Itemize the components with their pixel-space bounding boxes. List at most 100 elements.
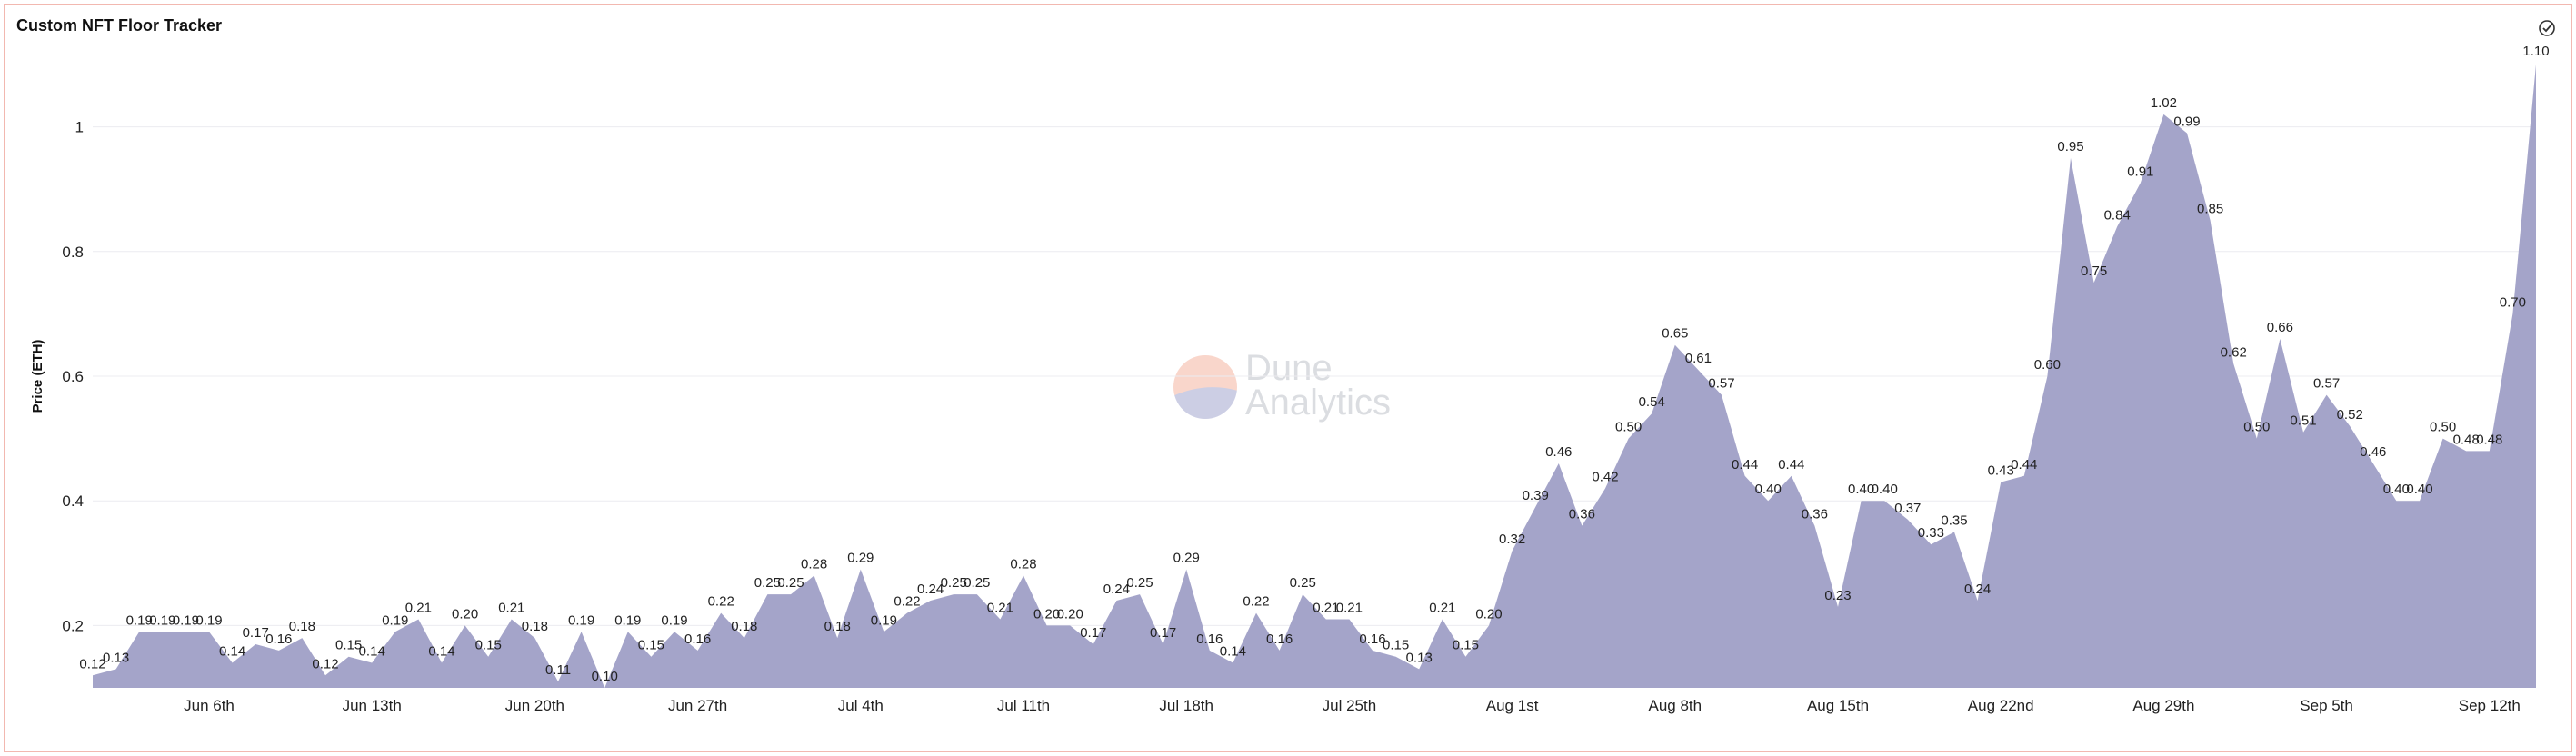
x-tick-label: Jul 11th [997, 697, 1050, 714]
data-label: 0.19 [614, 612, 641, 628]
data-label: 0.35 [1941, 513, 1967, 529]
data-label: 0.21 [405, 601, 432, 616]
data-label: 0.16 [684, 632, 711, 647]
data-label: 0.39 [1523, 488, 1549, 503]
data-label: 0.24 [1964, 582, 1991, 597]
data-label: 0.18 [824, 619, 851, 634]
x-tick-label: Jun 20th [505, 697, 564, 714]
data-label: 0.51 [2290, 413, 2316, 429]
data-label: 0.13 [103, 650, 129, 665]
data-label: 1.02 [2151, 95, 2177, 111]
data-label: 0.23 [1824, 588, 1851, 603]
data-label: 0.43 [1988, 463, 2014, 479]
data-label: 0.91 [2127, 164, 2153, 179]
data-label: 0.17 [1150, 625, 1176, 641]
data-label: 0.15 [1383, 638, 1409, 653]
data-label: 0.54 [1639, 394, 1665, 410]
data-label: 0.28 [1010, 557, 1036, 572]
data-label: 0.42 [1592, 469, 1618, 484]
y-tick-label: 0.6 [62, 368, 84, 385]
data-label: 0.44 [1778, 457, 1804, 472]
check-circle-icon[interactable] [2536, 16, 2558, 38]
data-label: 0.19 [871, 612, 897, 628]
data-label: 0.25 [1126, 575, 1153, 591]
y-tick-label: 0.2 [62, 617, 84, 634]
watermark-line2: Analytics [1245, 383, 1392, 423]
data-label: 0.40 [2406, 482, 2432, 497]
data-label: 0.19 [382, 612, 408, 628]
data-label: 0.62 [2221, 344, 2247, 360]
data-label: 0.50 [2243, 420, 2270, 435]
x-tick-label: Sep 5th [2300, 697, 2353, 714]
data-label: 0.16 [1266, 632, 1293, 647]
data-label: 0.65 [1662, 326, 1688, 342]
data-label: 0.75 [2081, 264, 2107, 279]
data-label: 0.33 [1918, 525, 1944, 541]
data-label: 0.20 [1057, 606, 1083, 622]
data-label: 0.15 [638, 638, 664, 653]
data-label: 0.25 [941, 575, 967, 591]
x-tick-label: Aug 8th [1648, 697, 1702, 714]
y-tick-label: 0.4 [62, 492, 84, 510]
x-tick-label: Aug 29th [2132, 697, 2194, 714]
x-tick-label: Jul 4th [838, 697, 884, 714]
y-tick-label: 0.8 [62, 244, 84, 261]
y-axis-label: Price (ETH) [30, 340, 45, 413]
data-label: 0.12 [79, 656, 105, 671]
watermark-line1: Dune [1245, 348, 1333, 388]
data-label: 0.24 [1103, 582, 1130, 597]
data-label: 0.95 [2057, 139, 2083, 154]
dune-logo-icon [1173, 355, 1237, 419]
data-label: 0.36 [1569, 507, 1595, 522]
data-label: 0.37 [1894, 501, 1921, 516]
x-tick-label: Aug 1st [1486, 697, 1539, 714]
data-label: 0.24 [917, 582, 944, 597]
data-label: 0.19 [126, 612, 153, 628]
data-label: 0.19 [149, 612, 175, 628]
data-label: 0.18 [731, 619, 757, 634]
data-label: 0.19 [568, 612, 594, 628]
data-label: 0.16 [265, 632, 292, 647]
x-tick-label: Aug 22nd [1968, 697, 2034, 714]
data-label: 0.22 [708, 594, 734, 610]
data-label: 0.25 [754, 575, 781, 591]
data-label: 0.21 [1429, 601, 1455, 616]
data-label: 0.20 [452, 606, 478, 622]
x-tick-label: Jun 27th [668, 697, 727, 714]
data-label: 0.70 [2500, 294, 2526, 310]
data-label: 0.99 [2173, 114, 2200, 129]
data-label: 0.25 [777, 575, 804, 591]
data-label: 0.32 [1499, 532, 1525, 547]
watermark-text: Dune Analytics [1245, 348, 1392, 423]
area-series [93, 65, 2536, 688]
data-label: 0.16 [1359, 632, 1385, 647]
data-label: 0.12 [312, 656, 338, 671]
x-tick-label: Jun 6th [184, 697, 235, 714]
chart-title: Custom NFT Floor Tracker [16, 16, 223, 35]
data-label: 0.18 [522, 619, 548, 634]
data-label: 0.15 [1453, 638, 1479, 653]
data-label: 0.14 [219, 644, 245, 660]
data-label: 0.36 [1802, 507, 1828, 522]
data-label: 0.15 [335, 638, 362, 653]
data-label: 0.50 [1615, 420, 1642, 435]
data-label: 0.17 [1080, 625, 1106, 641]
data-label: 0.21 [498, 601, 524, 616]
data-label: 1.10 [2522, 44, 2549, 59]
data-label: 0.40 [2383, 482, 2410, 497]
x-tick-label: Sep 12th [2459, 697, 2521, 714]
data-label: 0.19 [661, 612, 687, 628]
data-label: 0.46 [2360, 444, 2386, 460]
data-label: 0.40 [1848, 482, 1874, 497]
data-label: 0.52 [2337, 407, 2363, 423]
data-label: 0.21 [987, 601, 1013, 616]
x-tick-label: Aug 15th [1807, 697, 1869, 714]
data-label: 0.21 [1336, 601, 1363, 616]
data-label: 0.19 [173, 612, 199, 628]
data-label: 0.17 [243, 625, 269, 641]
data-label: 0.29 [1173, 551, 1200, 566]
data-label: 0.46 [1545, 444, 1572, 460]
data-label: 0.28 [801, 557, 827, 572]
data-label: 0.16 [1196, 632, 1223, 647]
